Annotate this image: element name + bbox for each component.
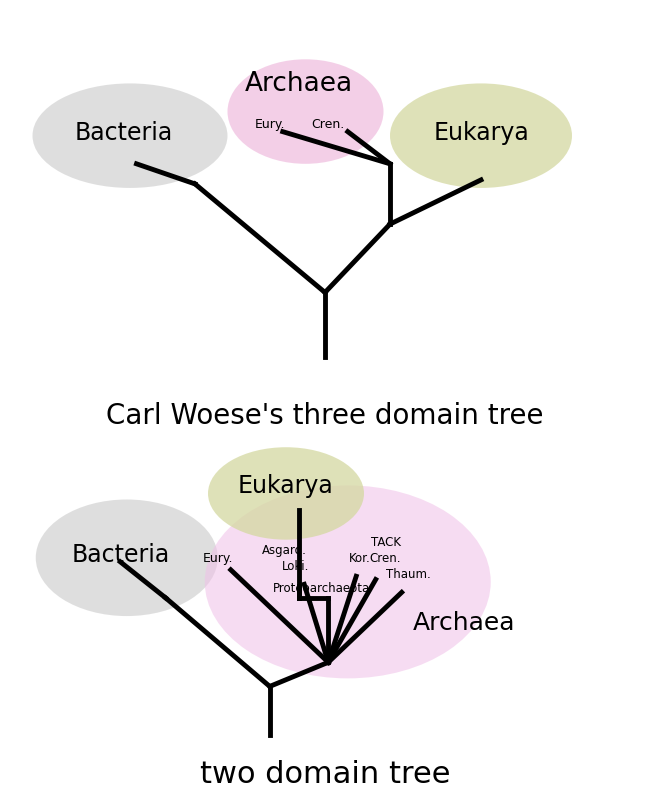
Text: Eury.: Eury. <box>203 552 233 565</box>
Text: Eukarya: Eukarya <box>433 120 529 145</box>
Text: Eury.: Eury. <box>255 118 285 131</box>
Text: Archaea: Archaea <box>413 610 515 634</box>
Text: Cren.: Cren. <box>311 118 345 131</box>
Ellipse shape <box>32 84 228 189</box>
Text: Bacteria: Bacteria <box>74 120 173 145</box>
Text: Cren.: Cren. <box>369 552 400 565</box>
Text: TACK: TACK <box>371 536 401 548</box>
Ellipse shape <box>227 60 384 165</box>
Text: Thaum.: Thaum. <box>386 568 430 581</box>
Text: Asgard.: Asgard. <box>262 544 307 556</box>
Text: Carl Woese's three domain tree: Carl Woese's three domain tree <box>106 402 544 430</box>
Text: Archaea: Archaea <box>245 71 353 97</box>
Text: Kor.: Kor. <box>348 552 370 565</box>
Text: Bacteria: Bacteria <box>71 542 170 566</box>
Text: Loki.: Loki. <box>282 560 309 573</box>
Ellipse shape <box>390 84 572 189</box>
Text: Proteoarchaeota: Proteoarchaeota <box>273 581 370 594</box>
Ellipse shape <box>208 447 364 540</box>
Ellipse shape <box>36 499 218 617</box>
Ellipse shape <box>205 486 491 679</box>
Text: two domain tree: two domain tree <box>200 759 450 788</box>
Text: Eukarya: Eukarya <box>238 474 334 498</box>
